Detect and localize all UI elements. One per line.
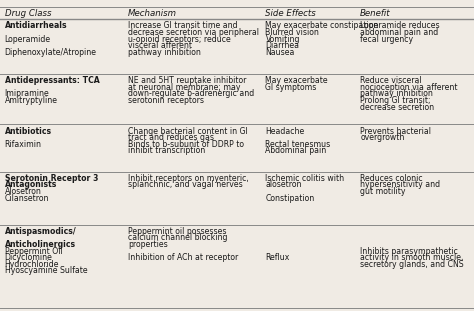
Text: calcium channel blocking: calcium channel blocking xyxy=(128,233,228,242)
Text: activity in smooth muscle,: activity in smooth muscle, xyxy=(360,253,464,262)
Text: down-regulate b-adrenergic and: down-regulate b-adrenergic and xyxy=(128,89,254,98)
Text: serotonin receptors: serotonin receptors xyxy=(128,96,204,105)
Text: Antidiarrheals: Antidiarrheals xyxy=(5,21,67,30)
Text: Antispasmodics/: Antispasmodics/ xyxy=(5,227,76,236)
Text: Diphenoxylate/Atropine: Diphenoxylate/Atropine xyxy=(5,48,97,57)
Text: Abdominal pain: Abdominal pain xyxy=(265,146,327,156)
Text: Hydrochloride: Hydrochloride xyxy=(5,260,59,269)
Text: Prolong GI transit;: Prolong GI transit; xyxy=(360,96,431,105)
Text: Antidepressants: TCA: Antidepressants: TCA xyxy=(5,76,100,85)
Text: properties: properties xyxy=(128,240,168,249)
Text: Drug Class: Drug Class xyxy=(5,9,51,17)
Text: fecal urgency: fecal urgency xyxy=(360,35,413,44)
Text: Reflux: Reflux xyxy=(265,253,290,262)
Text: Hyoscyamine Sulfate: Hyoscyamine Sulfate xyxy=(5,266,87,275)
Text: visceral afferent: visceral afferent xyxy=(128,41,192,50)
Text: pathway inhibition: pathway inhibition xyxy=(128,48,201,57)
Text: Ischemic colitis with: Ischemic colitis with xyxy=(265,174,345,183)
Text: alosetron: alosetron xyxy=(265,180,302,189)
Text: tract and reduces gas: tract and reduces gas xyxy=(128,133,214,142)
Text: Peppermint oil possesses: Peppermint oil possesses xyxy=(128,227,227,236)
Text: Antibiotics: Antibiotics xyxy=(5,127,52,136)
Text: NE and 5HT reuptake inhibitor: NE and 5HT reuptake inhibitor xyxy=(128,76,246,85)
Text: GI symptoms: GI symptoms xyxy=(265,83,317,92)
Text: Benefit: Benefit xyxy=(360,9,391,17)
Text: Imipramine: Imipramine xyxy=(5,89,49,98)
Text: Blurred vision: Blurred vision xyxy=(265,28,319,37)
Text: Rifaximin: Rifaximin xyxy=(5,140,42,149)
Text: Alosetron: Alosetron xyxy=(5,187,42,196)
Text: Vomiting: Vomiting xyxy=(265,35,300,44)
Text: Rectal tenesmus: Rectal tenesmus xyxy=(265,140,331,149)
Text: Nausea: Nausea xyxy=(265,48,295,57)
Text: Inhibition of ACh at receptor: Inhibition of ACh at receptor xyxy=(128,253,238,262)
Text: Side Effects: Side Effects xyxy=(265,9,316,17)
Text: overgrowth: overgrowth xyxy=(360,133,405,142)
Text: hypersensitivity and: hypersensitivity and xyxy=(360,180,440,189)
Text: u-opioid receptors; reduce: u-opioid receptors; reduce xyxy=(128,35,231,44)
Text: Cilansetron: Cilansetron xyxy=(5,194,49,203)
Text: Amitryptyline: Amitryptyline xyxy=(5,96,58,105)
Text: Constipation: Constipation xyxy=(265,194,315,203)
Text: Mechanism: Mechanism xyxy=(128,9,177,17)
Text: Anticholinergics: Anticholinergics xyxy=(5,240,76,249)
Text: May exacerbate: May exacerbate xyxy=(265,76,328,85)
Text: Diarrhea: Diarrhea xyxy=(265,41,300,50)
Text: Inhibit receptors on myenteric,: Inhibit receptors on myenteric, xyxy=(128,174,249,183)
Text: Inhibits parasympathetic: Inhibits parasympathetic xyxy=(360,247,458,256)
Text: splanchnic, and vagal nerves: splanchnic, and vagal nerves xyxy=(128,180,243,189)
Text: Dicyclomine: Dicyclomine xyxy=(5,253,53,262)
Text: pathway inhibition: pathway inhibition xyxy=(360,89,433,98)
Text: decrease secretion via peripheral: decrease secretion via peripheral xyxy=(128,28,259,37)
Text: Peppermint Oil: Peppermint Oil xyxy=(5,247,63,256)
Text: Change bacterial content in GI: Change bacterial content in GI xyxy=(128,127,248,136)
Text: Prevents bacterial: Prevents bacterial xyxy=(360,127,431,136)
Text: Antagonists: Antagonists xyxy=(5,180,57,189)
Text: gut motility: gut motility xyxy=(360,187,406,196)
Text: Headache: Headache xyxy=(265,127,305,136)
Text: nocioception via afferent: nocioception via afferent xyxy=(360,83,458,92)
Text: Reduce visceral: Reduce visceral xyxy=(360,76,422,85)
Text: Increase GI transit time and: Increase GI transit time and xyxy=(128,21,237,30)
Text: Binds to b-subunit of DDRP to: Binds to b-subunit of DDRP to xyxy=(128,140,244,149)
Text: May exacerbate constipation: May exacerbate constipation xyxy=(265,21,379,30)
Text: secretory glands, and CNS: secretory glands, and CNS xyxy=(360,260,464,269)
Text: inhibit transcription: inhibit transcription xyxy=(128,146,205,156)
Text: Loperamide reduces: Loperamide reduces xyxy=(360,21,440,30)
Text: Loperamide: Loperamide xyxy=(5,35,51,44)
Text: abdominal pain and: abdominal pain and xyxy=(360,28,438,37)
Text: at neuronal membrane; may: at neuronal membrane; may xyxy=(128,83,240,92)
Text: Reduces colonic: Reduces colonic xyxy=(360,174,423,183)
Text: decrease secretion: decrease secretion xyxy=(360,103,434,112)
Text: Serotonin Receptor 3: Serotonin Receptor 3 xyxy=(5,174,98,183)
